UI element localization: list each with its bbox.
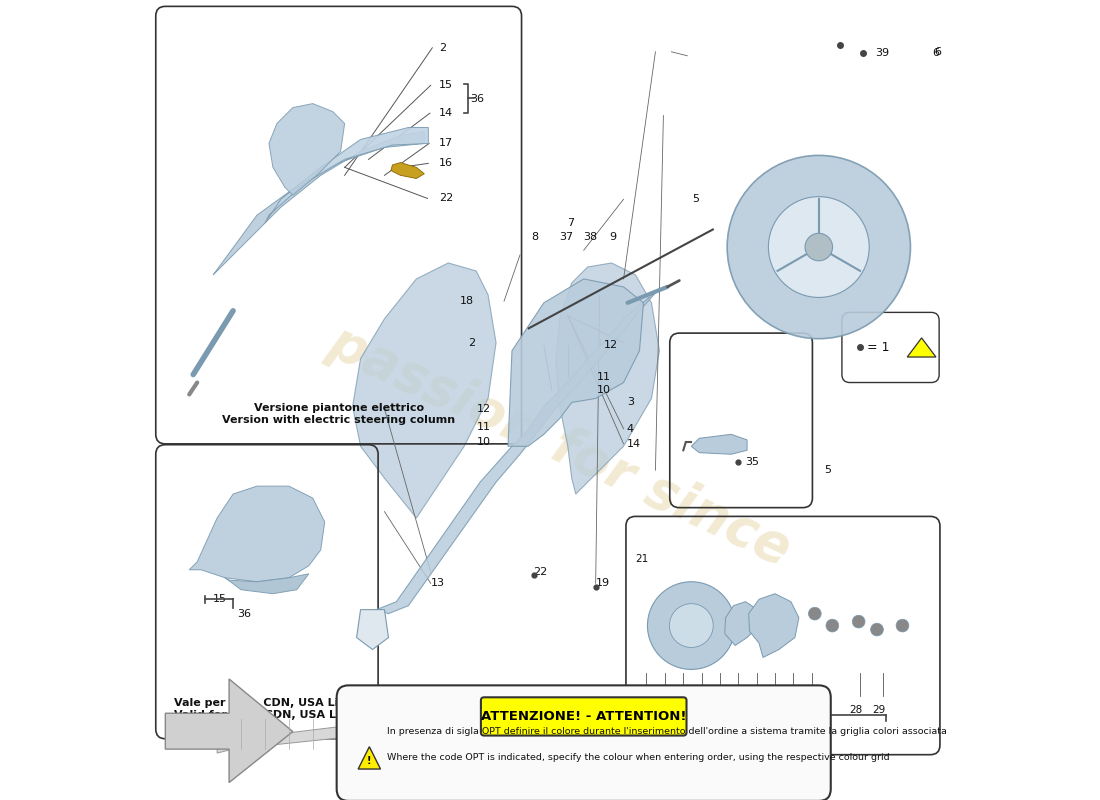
Polygon shape [390,162,425,178]
Text: 10: 10 [477,438,491,447]
Text: 36: 36 [236,609,251,618]
Circle shape [896,619,909,632]
Circle shape [852,615,865,628]
Polygon shape [189,486,324,582]
Polygon shape [508,279,644,446]
Text: 18: 18 [460,296,474,306]
Text: 22: 22 [439,194,453,203]
Text: 32: 32 [783,706,796,715]
Circle shape [727,155,911,338]
Circle shape [805,234,833,261]
Circle shape [808,607,822,620]
Text: 12: 12 [604,340,618,350]
Text: 15: 15 [213,594,227,604]
Text: 33: 33 [801,706,814,715]
Text: 37: 37 [559,233,573,242]
Text: 21: 21 [636,554,649,564]
Text: !: ! [367,756,372,766]
Text: = 1: = 1 [868,341,890,354]
Text: 2: 2 [469,338,475,348]
Text: !: ! [920,346,924,355]
Text: 31: 31 [746,706,759,715]
Text: ATTENZIONE! - ATTENTION!: ATTENZIONE! - ATTENTION! [481,710,686,723]
Text: 25: 25 [673,706,686,715]
Text: In presenza di sigla OPT definire il colore durante l'inserimento dell'ordine a : In presenza di sigla OPT definire il col… [387,727,947,736]
Text: 39: 39 [876,48,890,58]
Text: 34: 34 [691,706,704,715]
Text: 10: 10 [597,386,612,395]
Text: 29: 29 [872,706,886,715]
Polygon shape [353,263,496,518]
Circle shape [769,197,869,298]
Polygon shape [556,263,659,494]
Text: 5: 5 [692,194,700,204]
Text: 26: 26 [764,706,778,715]
Circle shape [870,623,883,636]
Text: 30: 30 [728,706,741,715]
Text: 13: 13 [431,578,444,588]
Text: 22: 22 [534,567,548,577]
Polygon shape [908,338,936,357]
Text: 8: 8 [531,233,538,242]
Text: 16: 16 [439,158,453,168]
Text: 15: 15 [439,80,453,90]
Polygon shape [356,610,388,650]
Polygon shape [268,103,344,195]
Text: 27: 27 [710,706,723,715]
Text: Versione piantone elettrico
Version with electric steering column: Versione piantone elettrico Version with… [222,403,455,425]
Polygon shape [749,594,799,658]
Text: 9: 9 [609,233,616,242]
Text: 14: 14 [627,439,641,449]
Polygon shape [213,131,425,275]
Text: 2: 2 [439,43,446,53]
Text: passion for since: passion for since [320,316,800,576]
Circle shape [648,582,735,670]
Text: 11: 11 [597,372,612,382]
Text: 5: 5 [824,465,832,475]
Text: 14: 14 [439,108,453,118]
Polygon shape [376,289,659,614]
Text: 20: 20 [756,722,770,731]
Text: 11: 11 [477,422,491,432]
Text: 38: 38 [583,233,597,242]
Text: 12: 12 [477,404,491,414]
Text: 4: 4 [627,424,634,434]
Polygon shape [359,746,381,769]
Text: 28: 28 [849,706,862,715]
Polygon shape [691,434,747,454]
Circle shape [670,604,713,647]
Text: 35: 35 [746,458,759,467]
Text: 36: 36 [471,94,484,104]
Text: 6: 6 [932,47,939,58]
Polygon shape [217,718,432,753]
Text: 6: 6 [934,46,942,57]
Polygon shape [265,127,428,223]
Text: Where the code OPT is indicated, specify the colour when entering order, using t: Where the code OPT is indicated, specify… [387,753,890,762]
Text: 23: 23 [636,706,649,715]
Polygon shape [226,574,309,594]
FancyBboxPatch shape [481,698,686,735]
Text: Vale per USA, CDN, USA Light
Valid for USA, CDN, USA Light: Vale per USA, CDN, USA Light Valid for U… [174,698,361,720]
Text: 3: 3 [627,398,634,407]
Polygon shape [725,602,759,646]
FancyBboxPatch shape [337,686,830,800]
Circle shape [826,619,838,632]
Text: 24: 24 [654,706,668,715]
Polygon shape [165,679,293,782]
Text: 17: 17 [439,138,453,149]
Text: 19: 19 [596,578,609,588]
Text: 7: 7 [566,218,574,228]
